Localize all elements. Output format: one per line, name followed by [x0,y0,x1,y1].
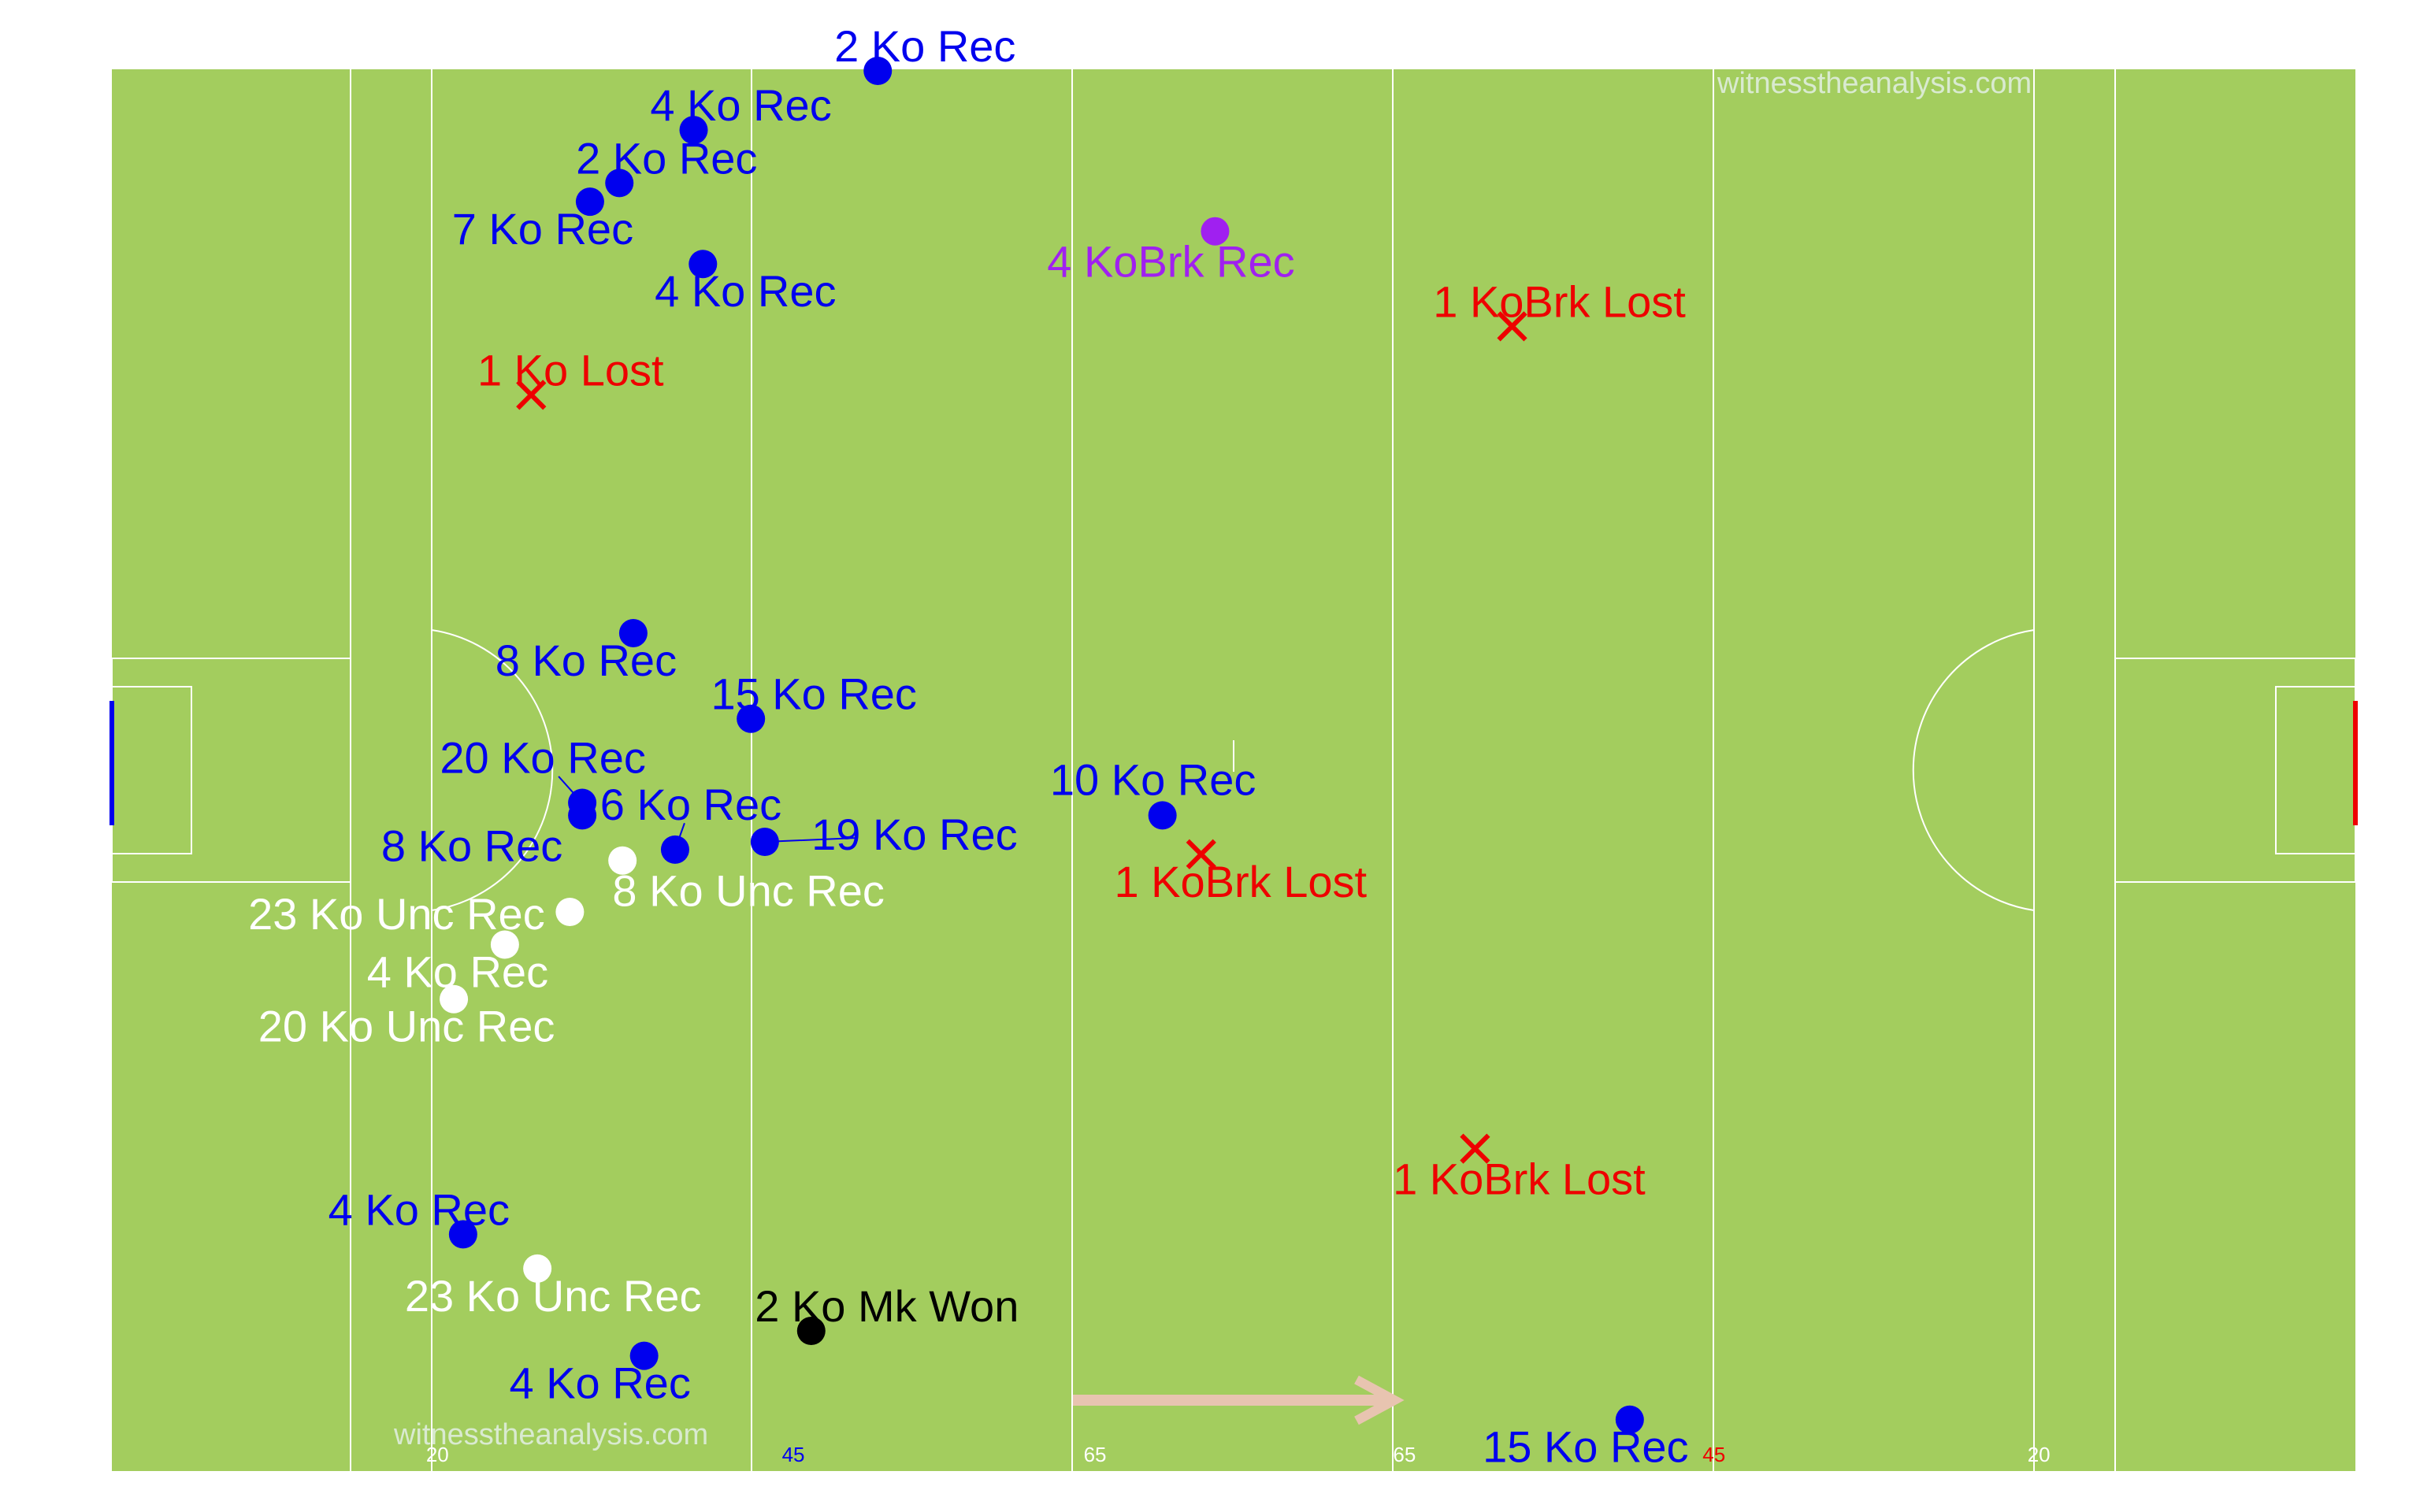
label-leader-line [674,822,685,850]
tick-label-0: 20 [426,1443,449,1466]
data-point-16: 8 Ko Unc Rec [608,846,885,916]
point-marker-dot [523,1254,552,1283]
point-marker-cross [516,380,547,410]
data-point-14: 10 Ko Rec [1050,754,1256,830]
point-marker-dot [629,1341,659,1370]
point-marker-dot [440,984,469,1014]
point-label: 1 Ko Lost [477,345,664,395]
point-marker-dot [448,1220,477,1249]
data-point-9: 15 Ko Rec [711,669,917,733]
point-label: 4 Ko Rec [509,1358,690,1408]
point-marker-cross [1460,1133,1490,1164]
point-marker-dot [605,169,634,198]
point-label: 4 Ko Rec [655,266,836,316]
point-label: 4 Ko Rec [650,80,831,130]
point-marker-dot [737,704,766,733]
data-point-20: 1 KoBrk Lost [1393,1133,1646,1204]
data-point-24: 4 Ko Rec [509,1341,691,1408]
tick-label-4: 45 [1702,1443,1725,1466]
data-point-12: 6 Ko Rec [600,780,781,864]
watermark-bottom: witnesstheanalysis.com [393,1418,708,1451]
point-marker-dot [608,846,637,875]
point-label: 6 Ko Rec [600,780,781,829]
data-point-22: 23 Ko Unc Rec [405,1254,702,1321]
point-marker-dot [555,897,585,926]
data-point-13: 19 Ko Rec [750,810,1018,859]
label-leader-line [764,837,855,843]
left-arc [431,629,554,911]
watermark-top: witnesstheanalysis.com [1717,67,2032,100]
point-marker-cross [1186,839,1216,869]
label-leader-line [558,776,583,804]
tick-labels: 20 45 65 65 45 20 [426,1443,2051,1466]
tick-label-1: 45 [782,1443,805,1466]
point-marker-dot [1148,801,1177,830]
point-marker-dot [1201,217,1230,246]
point-marker-dot [568,801,597,830]
data-point-21: 4 Ko Rec [328,1184,510,1249]
point-marker-dot [689,250,718,279]
right-arc [1912,629,2035,911]
data-point-19: 20 Ko Unc Rec [258,984,555,1051]
data-point-25: 15 Ko Rec [1483,1405,1689,1472]
data-point-11: 8 Ko Rec [381,801,597,870]
point-marker-dot [796,1317,826,1345]
point-label: 2 Ko Mk Won [755,1281,1019,1331]
point-label: 2 Ko Rec [576,133,757,183]
tick-label-3: 65 [1393,1443,1416,1466]
point-label: 4 KoBrk Rec [1047,237,1294,287]
tick-label-5: 20 [2028,1443,2051,1466]
point-marker-dot [490,930,519,959]
point-label: 10 Ko Rec [1050,754,1256,804]
data-point-4: 4 Ko Rec [655,250,836,316]
point-label: 23 Ko Unc Rec [405,1271,702,1321]
point-marker-dot [679,116,708,145]
data-point-2: 2 Ko Rec [576,133,757,198]
data-point-6: 1 KoBrk Lost [1433,276,1686,342]
data-point-5: 4 KoBrk Rec [1047,217,1295,287]
point-label: 4 Ko Rec [328,1184,510,1234]
tick-label-2: 65 [1084,1443,1107,1466]
point-label: 23 Ko Unc Rec [248,889,545,939]
point-label: 15 Ko Rec [711,669,917,719]
point-marker-cross [1497,311,1527,342]
point-label: 19 Ko Rec [811,810,1018,859]
point-label: 15 Ko Rec [1483,1422,1689,1472]
pitch-markings [109,69,2358,1471]
point-label: 8 Ko Rec [496,636,677,685]
point-label: 8 Ko Unc Rec [612,866,885,916]
point-label: 8 Ko Rec [381,821,562,870]
data-point-0: 2 Ko Rec [834,21,1015,85]
point-label: 1 KoBrk Lost [1433,276,1686,326]
point-marker-dot [1615,1405,1644,1434]
arrow-head [1354,1375,1405,1425]
data-point-7: 1 Ko Lost [477,345,664,410]
attack-direction-arrow [1073,1375,1405,1425]
point-label: 1 KoBrk Lost [1393,1154,1646,1204]
point-label: 20 Ko Unc Rec [258,1002,555,1051]
data-point-1: 4 Ko Rec [650,80,832,145]
data-point-23: 2 Ko Mk Won [755,1281,1019,1345]
point-label: 7 Ko Rec [452,204,633,254]
point-label: 20 Ko Rec [440,733,646,783]
point-label: 2 Ko Rec [834,21,1015,71]
point-label: 1 KoBrk Lost [1114,857,1367,906]
data-point-3: 7 Ko Rec [452,187,633,254]
data-point-15: 1 KoBrk Lost [1114,839,1367,906]
point-marker-dot [863,56,893,85]
point-marker-dot [618,618,648,647]
data-point-17: 23 Ko Unc Rec [248,889,585,939]
data-point-8: 8 Ko Rec [496,618,677,685]
point-marker-dot [575,187,604,217]
